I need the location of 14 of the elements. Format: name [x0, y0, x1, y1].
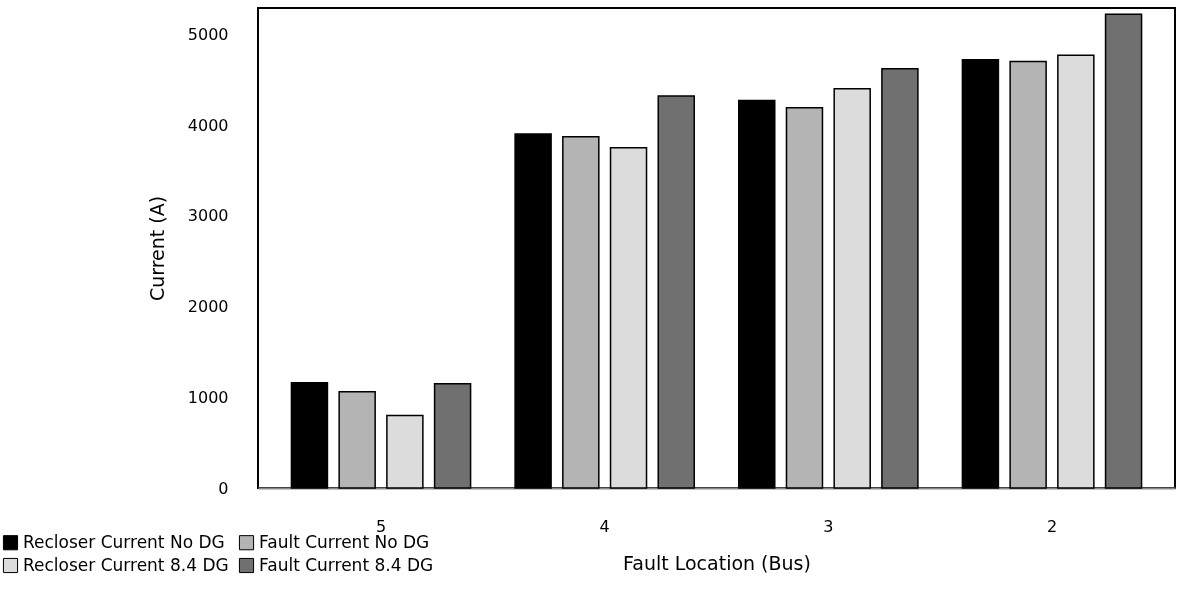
- y-tick-label: 3000: [187, 206, 229, 226]
- legend-label: Recloser Current No DG: [23, 531, 225, 552]
- y-tick-label: 2000: [187, 297, 229, 317]
- y-axis-title: Current (A): [145, 195, 168, 302]
- y-tick-label: 5000: [187, 24, 229, 44]
- x-tick-label: 3: [823, 516, 834, 536]
- y-tick-label: 4000: [187, 115, 229, 135]
- y-tick-label: 1000: [187, 387, 229, 407]
- x-tick-label: 4: [599, 516, 610, 536]
- legend-label: Recloser Current 8.4 DG: [23, 554, 229, 575]
- x-tick-label: 2: [1046, 516, 1058, 536]
- x-axis-title: Fault Location (Bus): [623, 551, 811, 574]
- legend-label: Fault Current 8.4 DG: [259, 554, 434, 575]
- y-tick-label: 0: [218, 478, 229, 498]
